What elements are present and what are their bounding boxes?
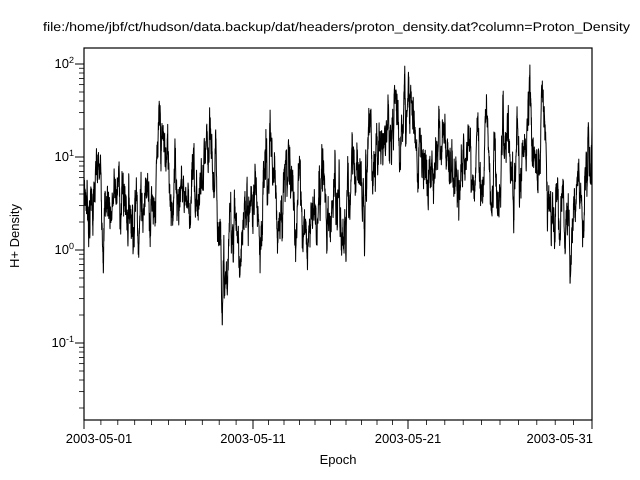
svg-text:2003-05-21: 2003-05-21 — [375, 431, 442, 446]
svg-text:100: 100 — [55, 241, 74, 257]
svg-text:H+ Density: H+ Density — [7, 204, 22, 268]
svg-text:101: 101 — [55, 148, 74, 164]
svg-text:file:/home/jbf/ct/hudson/data.: file:/home/jbf/ct/hudson/data.backup/dat… — [43, 20, 631, 34]
svg-text:10-1: 10-1 — [52, 334, 74, 350]
svg-text:2003-05-31: 2003-05-31 — [527, 431, 594, 446]
svg-text:2003-05-01: 2003-05-01 — [66, 431, 133, 446]
svg-text:102: 102 — [55, 55, 74, 71]
svg-text:2003-05-11: 2003-05-11 — [220, 431, 286, 446]
svg-text:Epoch: Epoch — [320, 452, 357, 467]
